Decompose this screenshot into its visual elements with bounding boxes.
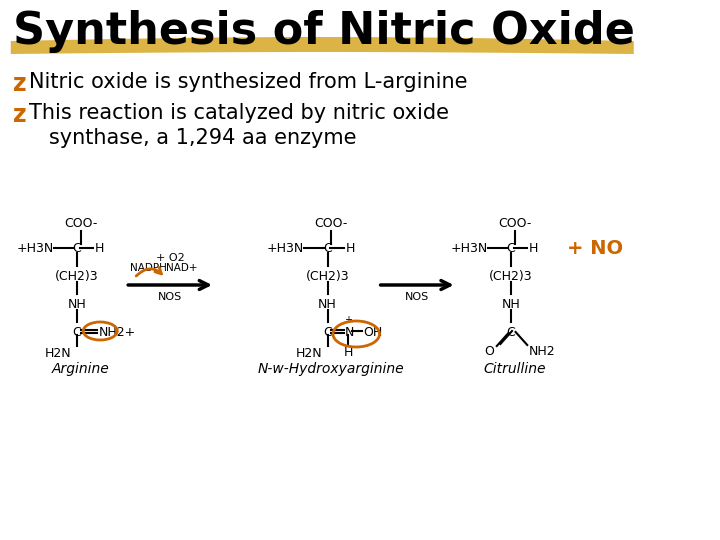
Text: (CH2)3: (CH2)3 (55, 270, 99, 283)
Text: NOS: NOS (158, 292, 182, 302)
Text: C: C (507, 241, 516, 254)
Text: NAD+: NAD+ (166, 263, 197, 273)
Text: C: C (73, 326, 81, 339)
Text: NH: NH (68, 298, 86, 311)
Text: Synthesis of Nitric Oxide: Synthesis of Nitric Oxide (14, 10, 635, 53)
Text: This reaction is catalyzed by nitric oxide: This reaction is catalyzed by nitric oxi… (29, 103, 449, 123)
Text: +: + (344, 315, 352, 325)
Text: +H3N: +H3N (267, 241, 305, 254)
Text: COO-: COO- (498, 217, 531, 230)
Text: +H3N: +H3N (17, 241, 54, 254)
Text: N-w-Hydroxyarginine: N-w-Hydroxyarginine (258, 362, 405, 376)
Text: N: N (345, 326, 354, 339)
Text: Nitric oxide is synthesized from L-arginine: Nitric oxide is synthesized from L-argin… (29, 72, 467, 92)
Text: C: C (507, 326, 516, 339)
Text: H: H (346, 241, 355, 254)
Text: H: H (529, 241, 539, 254)
Text: H2N: H2N (45, 347, 71, 360)
Text: (CH2)3: (CH2)3 (306, 270, 349, 283)
Text: NADPH: NADPH (130, 263, 166, 273)
Text: +H3N: +H3N (451, 241, 488, 254)
Text: H2N: H2N (296, 347, 323, 360)
Text: C: C (73, 241, 81, 254)
FancyArrowPatch shape (136, 267, 161, 276)
Text: O: O (485, 345, 494, 358)
Text: C: C (323, 326, 332, 339)
Text: Arginine: Arginine (52, 362, 109, 376)
Text: COO-: COO- (315, 217, 348, 230)
Text: NH2: NH2 (529, 345, 556, 358)
Text: synthase, a 1,294 aa enzyme: synthase, a 1,294 aa enzyme (29, 128, 356, 148)
Text: + O2: + O2 (156, 253, 184, 263)
Text: NH: NH (502, 298, 521, 311)
Text: C: C (323, 241, 332, 254)
Text: NH: NH (318, 298, 337, 311)
Text: OH: OH (364, 326, 382, 339)
Text: NH2+: NH2+ (99, 326, 135, 339)
Text: H: H (95, 241, 104, 254)
Polygon shape (11, 37, 634, 54)
Text: COO-: COO- (64, 217, 97, 230)
Text: + NO: + NO (567, 239, 623, 258)
Text: z: z (12, 103, 26, 127)
Text: (CH2)3: (CH2)3 (490, 270, 533, 283)
Text: Citrulline: Citrulline (483, 362, 546, 376)
Text: NOS: NOS (405, 292, 429, 302)
Text: z: z (12, 72, 26, 96)
Text: H: H (343, 346, 353, 359)
